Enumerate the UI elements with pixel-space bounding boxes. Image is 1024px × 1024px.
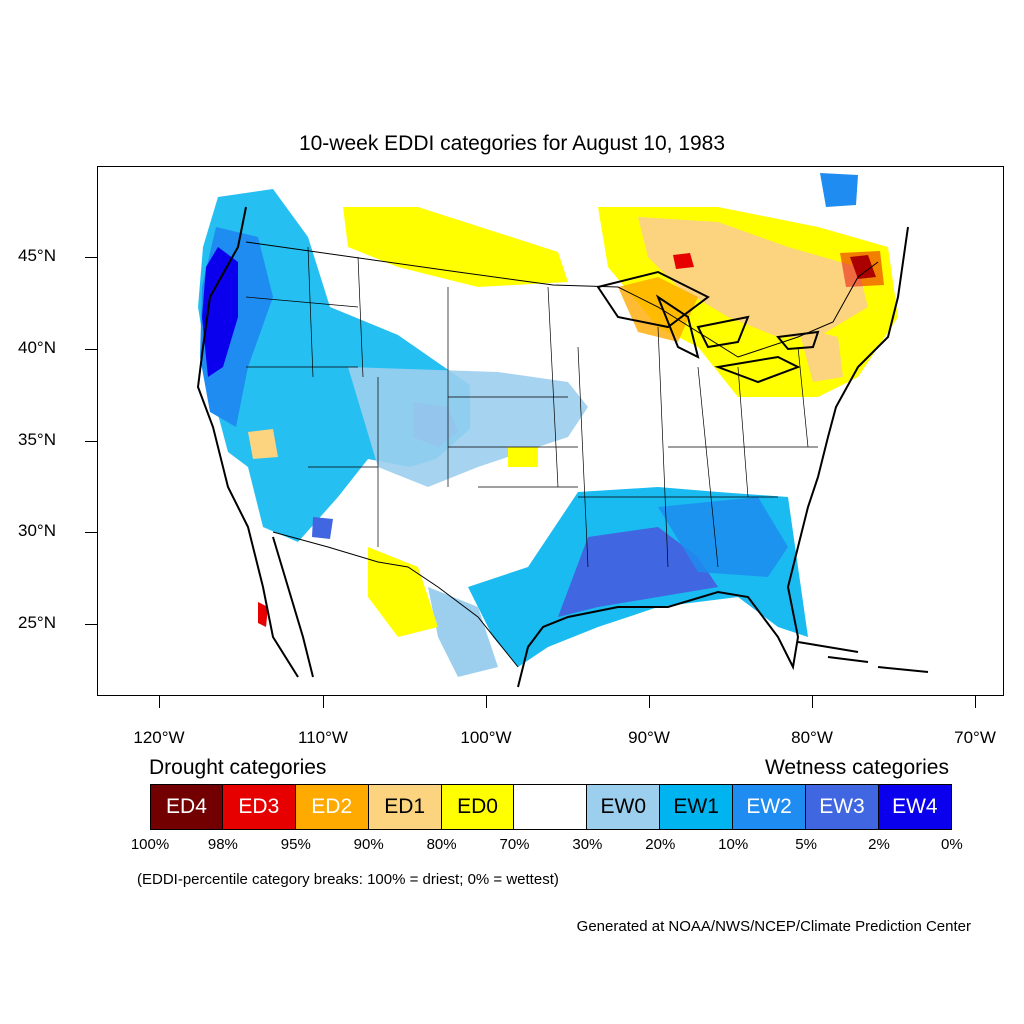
state-lines — [245, 246, 818, 568]
lon-tick — [323, 696, 324, 708]
legend-percentile-label: 20% — [645, 836, 676, 853]
great-lakes-ed1 — [638, 217, 868, 337]
baja-ed3 — [258, 602, 268, 627]
lat-tick — [85, 349, 97, 350]
lat-tick — [85, 532, 97, 533]
legend-percentile-label: 10% — [718, 836, 749, 853]
lon-label: 70°W — [954, 728, 996, 747]
lon-label: 100°W — [460, 728, 512, 747]
legend-cell-ed1: ED1 — [368, 784, 442, 830]
legend-cell-ew3: EW3 — [806, 784, 879, 830]
caribbean-islands — [797, 641, 929, 673]
legend-cell-ed2: ED2 — [295, 784, 369, 830]
map-title: 10-week EDDI categories for August 10, 1… — [298, 132, 726, 155]
drought-areas — [248, 207, 898, 637]
northern-plains-ed0 — [343, 207, 568, 287]
eddi-map — [97, 166, 1004, 696]
legend-percentile-label: 100% — [130, 836, 170, 853]
legend-percentile-label: 5% — [795, 836, 817, 853]
drought-heading: Drought categories — [149, 756, 327, 779]
great-lakes-outlines — [596, 270, 820, 384]
texas-ew0 — [428, 587, 498, 677]
arizona-ew3 — [312, 517, 333, 539]
lat-label: 45°N — [18, 246, 56, 265]
legend-cell-ew1: EW1 — [660, 784, 734, 830]
lon-label: 90°W — [628, 728, 670, 747]
legend-percentile-label: 70% — [499, 836, 530, 853]
gulf-ew3 — [558, 527, 718, 617]
nevada-ed1 — [248, 429, 278, 459]
legend-cell-ew4: EW4 — [878, 784, 952, 830]
lon-label: 110°W — [298, 728, 348, 747]
southwest-ed0 — [368, 547, 438, 637]
legend-percentile-label: 80% — [426, 836, 457, 853]
lat-label: 40°N — [18, 338, 56, 357]
lon-tick — [975, 696, 976, 708]
mexico-border — [272, 531, 519, 668]
legend-cell-ed3: ED3 — [222, 784, 296, 830]
lat-label: 25°N — [18, 613, 56, 632]
ontario-ed3 — [673, 253, 694, 269]
lon-tick — [812, 696, 813, 708]
legend-percentile-label: 98% — [207, 836, 238, 853]
credit-line: Generated at NOAA/NWS/NCEP/Climate Predi… — [576, 918, 971, 935]
lon-tick — [159, 696, 160, 708]
oregon-ew4 — [202, 247, 238, 377]
legend-percentile-label: 30% — [572, 836, 603, 853]
legend-cell-normal — [514, 784, 588, 830]
southeast-ew2 — [658, 497, 788, 577]
wetness-heading: Wetness categories — [764, 756, 949, 779]
lat-tick — [85, 624, 97, 625]
legend-cell-ew0: EW0 — [587, 784, 661, 830]
legend-percentile-label: 0% — [941, 836, 963, 853]
us-canada-border — [245, 241, 879, 358]
lon-tick — [649, 696, 650, 708]
lat-tick — [85, 441, 97, 442]
category-note: (EDDI-percentile category breaks: 100% =… — [137, 871, 559, 888]
lon-tick — [486, 696, 487, 708]
legend-cell-ew2: EW2 — [733, 784, 807, 830]
lat-label: 35°N — [18, 430, 56, 449]
baja-coastline — [272, 536, 314, 678]
plains-ew0 — [348, 367, 588, 487]
maine-ew2 — [820, 173, 858, 207]
legend-percentile-label: 2% — [868, 836, 890, 853]
legend-colorbar: ED4 ED3 ED2 ED1 ED0 EW0 EW1 EW2 EW3 EW4 — [150, 784, 952, 830]
legend-percentile-label: 90% — [353, 836, 384, 853]
lat-label: 30°N — [18, 521, 56, 540]
upper-michigan-ed2 — [618, 277, 698, 342]
quebec-ed3 — [840, 251, 884, 287]
kansas-ed0 — [508, 447, 538, 467]
lon-label: 80°W — [791, 728, 833, 747]
legend-cell-ed4: ED4 — [150, 784, 223, 830]
gulf-coastline — [517, 226, 909, 688]
legend-percentile-label: 95% — [280, 836, 311, 853]
lat-tick — [85, 257, 97, 258]
borders — [196, 206, 929, 688]
lon-label: 120°W — [133, 728, 185, 747]
legend-cell-ed0: ED0 — [441, 784, 515, 830]
pacific-coastline — [196, 206, 299, 678]
map-canvas — [196, 173, 929, 688]
northeast-ed1 — [798, 327, 843, 382]
